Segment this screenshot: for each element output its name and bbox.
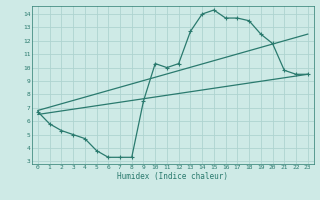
X-axis label: Humidex (Indice chaleur): Humidex (Indice chaleur) (117, 172, 228, 181)
